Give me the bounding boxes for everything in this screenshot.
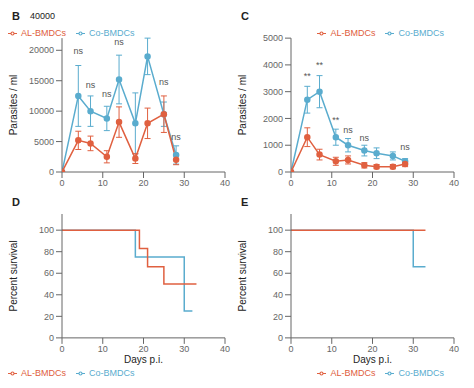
svg-text:0: 0 <box>278 167 283 177</box>
svg-text:40: 40 <box>273 290 283 300</box>
svg-text:30: 30 <box>179 344 189 354</box>
svg-text:Percent survival: Percent survival <box>8 240 19 311</box>
svg-text:0: 0 <box>49 167 54 177</box>
html-text:Co-BMDCs: Co-BMDCs <box>89 28 135 38</box>
svg-text:0: 0 <box>278 333 283 343</box>
svg-text:ns: ns <box>114 37 124 47</box>
svg-text:40: 40 <box>220 178 230 188</box>
svg-text:60: 60 <box>44 268 54 278</box>
svg-text:4000: 4000 <box>263 60 283 70</box>
svg-text:3000: 3000 <box>263 87 283 97</box>
svg-text:60: 60 <box>273 268 283 278</box>
svg-text:ns: ns <box>102 89 112 99</box>
svg-text:ns: ns <box>159 77 169 87</box>
svg-text:40: 40 <box>449 344 459 354</box>
html-text:Co-BMDCs: Co-BMDCs <box>398 367 444 378</box>
svg-text:10: 10 <box>98 344 108 354</box>
svg-text:0: 0 <box>49 333 54 343</box>
html-text:B: B <box>12 10 20 22</box>
svg-text:10000: 10000 <box>29 106 54 116</box>
svg-text:**: ** <box>332 115 340 125</box>
html-text:C: C <box>241 10 249 22</box>
html-text:Co-BMDCs: Co-BMDCs <box>398 28 444 38</box>
svg-text:1000: 1000 <box>263 140 283 150</box>
svg-text:100: 100 <box>268 225 283 235</box>
svg-text:80: 80 <box>44 247 54 257</box>
svg-text:40: 40 <box>44 290 54 300</box>
html-text:E: E <box>241 196 249 208</box>
svg-text:Days p.i.: Days p.i. <box>124 354 163 365</box>
svg-text:40: 40 <box>449 178 459 188</box>
html-text:AL-BMDCs: AL-BMDCs <box>330 367 376 378</box>
html-text:AL-BMDCs: AL-BMDCs <box>21 28 66 38</box>
svg-text:5000: 5000 <box>34 137 54 147</box>
svg-text:**: ** <box>304 71 312 81</box>
svg-text:15000: 15000 <box>29 76 54 86</box>
svg-text:20: 20 <box>44 312 54 322</box>
svg-text:0: 0 <box>288 344 293 354</box>
svg-text:80: 80 <box>273 247 283 257</box>
svg-text:**: ** <box>316 60 324 70</box>
svg-text:10: 10 <box>327 178 337 188</box>
html-text:Co-BMDCs: Co-BMDCs <box>89 367 135 378</box>
svg-text:2000: 2000 <box>263 114 283 124</box>
svg-text:20: 20 <box>367 344 377 354</box>
svg-text:5000: 5000 <box>263 33 283 43</box>
svg-text:30: 30 <box>408 178 418 188</box>
svg-text:Parasites / ml: Parasites / ml <box>237 75 248 136</box>
svg-text:Parasites / ml: Parasites / ml <box>8 75 19 136</box>
svg-text:Percent survival: Percent survival <box>237 240 248 311</box>
svg-text:10: 10 <box>98 178 108 188</box>
svg-text:20: 20 <box>367 178 377 188</box>
svg-text:10: 10 <box>327 344 337 354</box>
svg-text:Days p.i.: Days p.i. <box>353 354 392 365</box>
svg-text:ns: ns <box>74 46 84 56</box>
svg-text:20000: 20000 <box>29 45 54 55</box>
svg-text:0: 0 <box>59 178 64 188</box>
svg-text:0: 0 <box>59 344 64 354</box>
html-text:40000: 40000 <box>30 11 55 21</box>
svg-text:20: 20 <box>138 344 148 354</box>
svg-text:30: 30 <box>408 344 418 354</box>
html-text:D: D <box>12 196 20 208</box>
svg-text:20: 20 <box>273 312 283 322</box>
svg-text:ns: ns <box>171 132 181 142</box>
svg-text:ns: ns <box>86 80 96 90</box>
svg-text:0: 0 <box>288 178 293 188</box>
svg-text:ns: ns <box>343 125 353 135</box>
svg-text:20: 20 <box>138 178 148 188</box>
html-text:AL-BMDCs: AL-BMDCs <box>330 28 376 38</box>
html-text:AL-BMDCs: AL-BMDCs <box>21 367 66 378</box>
svg-text:40: 40 <box>220 344 230 354</box>
svg-text:ns: ns <box>400 142 410 152</box>
svg-text:30: 30 <box>179 178 189 188</box>
svg-text:ns: ns <box>360 133 370 143</box>
svg-text:100: 100 <box>39 225 54 235</box>
